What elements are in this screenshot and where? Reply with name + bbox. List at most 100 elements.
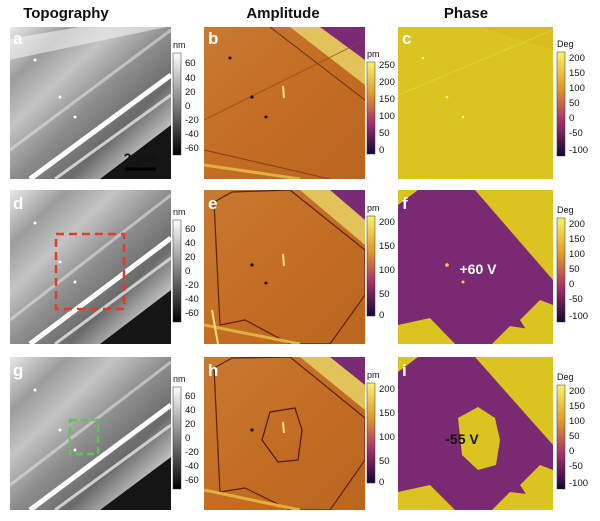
tick: 100 (379, 432, 395, 443)
panel-label-a: a (13, 29, 23, 48)
tick: 200 (379, 217, 395, 228)
tick: 50 (379, 128, 390, 139)
red-selection-box (54, 232, 126, 311)
tick: 60 (185, 391, 196, 402)
panel-i-phase (398, 357, 553, 510)
tick: 40 (185, 405, 196, 416)
tick: 100 (379, 111, 395, 122)
panel-label-b: b (208, 29, 218, 48)
green-selection-box (68, 418, 100, 456)
tick: -20 (185, 115, 199, 126)
tick: -50 (569, 128, 583, 139)
tick: 200 (379, 77, 395, 88)
tick: 150 (379, 94, 395, 105)
tick: 0 (379, 145, 384, 156)
tick: 150 (569, 68, 585, 79)
panel-label-g: g (13, 361, 23, 380)
tick: 0 (185, 433, 190, 444)
tick: -50 (569, 294, 583, 305)
tick: 50 (379, 456, 390, 467)
annotation-minus-55v: -55 V (445, 431, 479, 447)
colorbar-unit: pm (367, 203, 380, 213)
tick: 20 (185, 252, 196, 263)
scale-bar-label: 2 μm (124, 150, 157, 166)
tick: 0 (185, 101, 190, 112)
colorbar-topography-d: nm 60 40 20 0 -20 -40 -60 (172, 207, 199, 323)
tick: 50 (569, 431, 580, 442)
panel-b-amplitude (204, 27, 365, 179)
panel-label-e: e (208, 194, 217, 213)
colorbar-unit: pm (367, 49, 380, 59)
tick: 100 (569, 83, 585, 94)
tick: 200 (569, 386, 585, 397)
tick: -60 (185, 143, 199, 154)
tick: -50 (569, 461, 583, 472)
tick: -100 (569, 311, 588, 322)
tick: 20 (185, 87, 196, 98)
tick: 50 (569, 98, 580, 109)
colorbar-unit: Deg (557, 205, 574, 215)
panel-a-topography (10, 27, 171, 179)
tick: -100 (569, 145, 588, 156)
colorbar-unit: pm (367, 370, 380, 380)
tick: 0 (379, 477, 384, 488)
colorbar-unit: nm (173, 40, 186, 50)
tick: -20 (185, 447, 199, 458)
column-title-amplitude: Amplitude (246, 5, 319, 22)
colorbar-phase-f: Deg 200 150 100 50 0 -50 -100 (556, 205, 588, 323)
tick: 50 (379, 289, 390, 300)
tick: -40 (185, 129, 199, 140)
tick: 60 (185, 58, 196, 69)
panel-label-c: c (402, 29, 411, 48)
panel-g-topography (10, 357, 171, 510)
tick: 200 (569, 53, 585, 64)
column-title-phase: Phase (444, 5, 488, 22)
tick: -60 (185, 308, 199, 319)
panel-h-amplitude (204, 357, 365, 510)
colorbar-topography-a: nm 60 40 20 0 -20 -40 -60 (172, 40, 199, 156)
tick: 60 (185, 224, 196, 235)
colorbar-amplitude-b: pm 250 200 150 100 50 0 (366, 49, 395, 156)
colorbar-unit: nm (173, 207, 186, 217)
panel-f-phase (398, 190, 553, 344)
tick: 150 (569, 401, 585, 412)
tick: 200 (379, 384, 395, 395)
tick: 40 (185, 73, 196, 84)
tick: 0 (569, 446, 574, 457)
tick: 0 (569, 279, 574, 290)
colorbar-unit: nm (173, 374, 186, 384)
panel-c-phase (398, 27, 553, 179)
column-title-topography: Topography (23, 5, 109, 22)
tick: 150 (379, 241, 395, 252)
colorbar-phase-c: Deg 200 150 100 50 0 -50 -100 (556, 39, 588, 157)
tick: -60 (185, 475, 199, 486)
panel-label-f: f (402, 194, 408, 213)
annotation-plus-60v: +60 V (460, 261, 498, 277)
tick: -20 (185, 280, 199, 291)
tick: 50 (569, 264, 580, 275)
colorbar-amplitude-h: pm 200 150 100 50 0 (366, 370, 395, 488)
colorbar-unit: Deg (557, 39, 574, 49)
tick: 150 (569, 234, 585, 245)
colorbar-phase-i: Deg 200 150 100 50 0 -50 -100 (556, 372, 588, 490)
tick: 250 (379, 60, 395, 71)
tick: -100 (569, 478, 588, 489)
panel-label-d: d (13, 194, 23, 213)
panel-label-h: h (208, 361, 218, 380)
colorbar-topography-g: nm 60 40 20 0 -20 -40 -60 (172, 374, 199, 490)
tick: -40 (185, 461, 199, 472)
panel-d-topography (10, 190, 171, 344)
tick: 150 (379, 408, 395, 419)
tick: 0 (569, 113, 574, 124)
tick: 100 (569, 249, 585, 260)
panel-e-amplitude (204, 190, 365, 344)
tick: 20 (185, 419, 196, 430)
tick: 0 (185, 266, 190, 277)
tick: 200 (569, 219, 585, 230)
colorbar-unit: Deg (557, 372, 574, 382)
tick: 100 (379, 265, 395, 276)
tick: 0 (379, 310, 384, 321)
colorbar-amplitude-e: pm 200 150 100 50 0 (366, 203, 395, 321)
panel-label-i: i (402, 361, 407, 380)
